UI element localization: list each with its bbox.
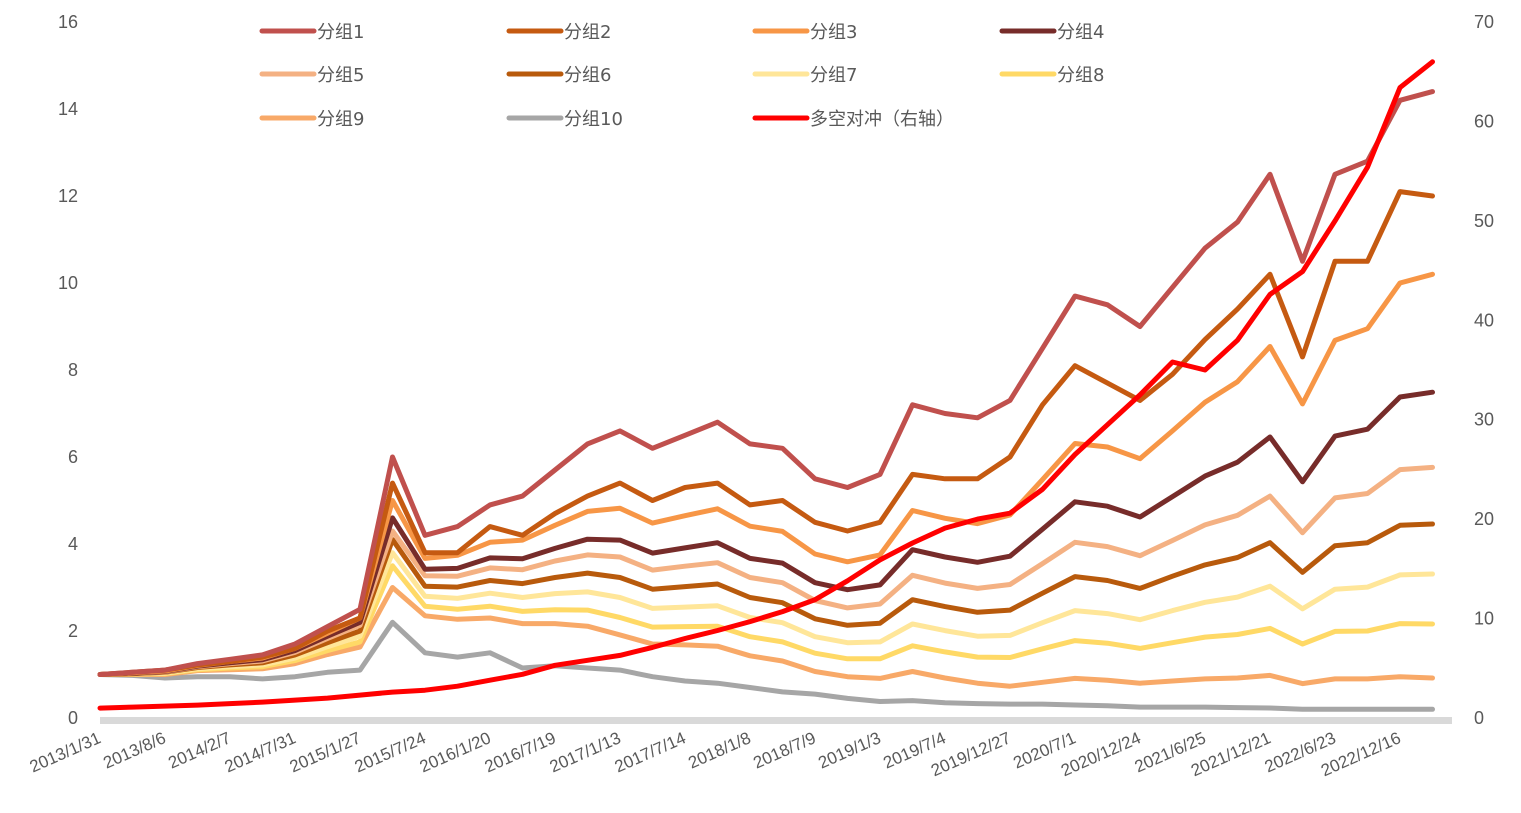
y-tick-label: 8 (68, 360, 78, 380)
x-tick-label: 2015/7/24 (352, 728, 429, 776)
x-tick-label: 2016/7/19 (482, 728, 559, 776)
legend-label: 分组3 (810, 22, 857, 43)
x-tick-label: 2016/1/20 (417, 728, 494, 776)
y2-tick-label: 20 (1474, 509, 1494, 529)
y-tick-label: 6 (68, 447, 78, 467)
series-line-2 (97, 189, 1435, 677)
y2-tick-label: 10 (1474, 609, 1494, 629)
x-tick-label: 2013/8/6 (100, 728, 168, 772)
legend-item: 分组2 (506, 22, 611, 43)
legend-label: 分组9 (317, 109, 364, 130)
y-tick-label: 0 (68, 708, 78, 728)
series-line-9 (97, 585, 1435, 689)
left-y-axis: 0 2 4 6 8 10 12 14 16 (58, 12, 78, 728)
legend-item: 分组7 (752, 65, 857, 86)
y-tick-label: 16 (58, 12, 78, 32)
legend-item: 分组9 (259, 109, 364, 130)
legend-item: 分组5 (259, 65, 364, 86)
legend-label: 分组4 (1057, 22, 1104, 43)
right-y-axis: 0 10 20 30 40 50 60 70 (1474, 12, 1494, 728)
series-line-4 (97, 389, 1435, 677)
series-line-7 (97, 550, 1435, 677)
series-line-10 (97, 619, 1435, 712)
y2-tick-label: 70 (1474, 12, 1494, 32)
legend-item: 分组1 (259, 22, 364, 43)
legend-item: 分组3 (752, 22, 857, 43)
legend-item: 分组10 (506, 109, 623, 130)
x-axis: 2013/1/312013/8/62014/2/72014/7/312015/1… (27, 728, 1404, 780)
x-tick-label: 2017/1/13 (547, 728, 624, 776)
legend: 分组1 分组2 分组3 分组4 分组5 分组6 分组7 分组8 分组9 分组10 多空对冲（右轴） (259, 22, 1104, 130)
y-tick-label: 4 (68, 534, 78, 554)
legend-item: 分组6 (506, 65, 611, 86)
x-tick-label: 2018/1/8 (685, 728, 753, 772)
series-line-1 (97, 89, 1435, 677)
y2-tick-label: 40 (1474, 310, 1494, 330)
x-tick-label: 2017/7/14 (612, 728, 689, 776)
legend-label: 分组8 (1057, 65, 1104, 86)
series-line-8 (97, 563, 1435, 677)
legend-label: 分组10 (564, 109, 623, 130)
legend-item: 分组4 (999, 22, 1104, 43)
series-line-6 (97, 521, 1435, 677)
y-tick-label: 2 (68, 621, 78, 641)
y-tick-label: 12 (58, 186, 78, 206)
x-axis-line (100, 717, 1452, 724)
y2-tick-label: 60 (1474, 111, 1494, 131)
legend-label: 分组5 (317, 65, 364, 86)
x-tick-label: 2019/1/3 (815, 728, 883, 772)
series-line-11 (97, 59, 1435, 711)
legend-label: 多空对冲（右轴） (810, 109, 954, 130)
x-tick-label: 2013/1/31 (27, 728, 104, 776)
y-tick-label: 14 (58, 99, 78, 119)
x-tick-label: 2018/7/9 (750, 728, 818, 772)
y2-tick-label: 30 (1474, 410, 1494, 430)
x-tick-label: 2015/1/27 (287, 728, 364, 776)
x-tick-label: 2014/2/7 (165, 728, 233, 772)
legend-label: 分组1 (317, 22, 364, 43)
y-tick-label: 10 (58, 273, 78, 293)
legend-label: 分组7 (810, 65, 857, 86)
x-tick-label: 2014/7/31 (222, 728, 299, 776)
legend-item: 分组8 (999, 65, 1104, 86)
y2-tick-label: 0 (1474, 708, 1484, 728)
legend-item: 多空对冲（右轴） (752, 109, 954, 130)
y2-tick-label: 50 (1474, 211, 1494, 231)
legend-label: 分组2 (564, 22, 611, 43)
plot-area (97, 59, 1435, 712)
legend-label: 分组6 (564, 65, 611, 86)
